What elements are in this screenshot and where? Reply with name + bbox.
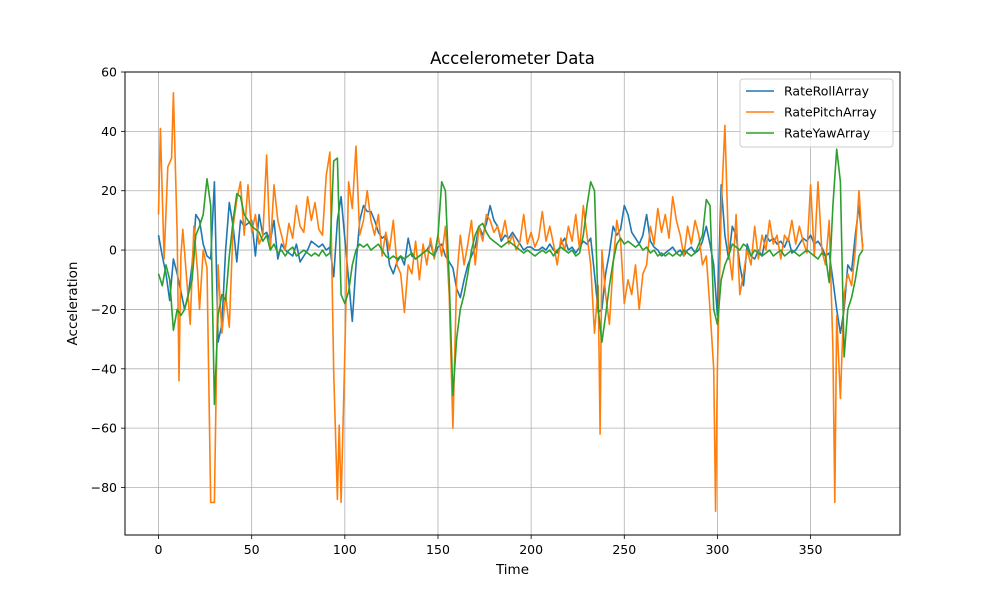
series-lines bbox=[157, 92, 864, 513]
x-tick-label: 0 bbox=[155, 542, 163, 557]
y-tick-label: −60 bbox=[91, 421, 117, 436]
x-tick-label: 100 bbox=[333, 542, 357, 557]
y-tick-label: −20 bbox=[91, 302, 117, 317]
y-axis-ticks: −80 −60 −40 −20 0 20 40 60 bbox=[91, 65, 125, 495]
x-tick-label: 150 bbox=[426, 542, 450, 557]
legend-box bbox=[739, 78, 894, 148]
y-axis-label: Acceleration bbox=[65, 262, 81, 346]
y-tick-label: 20 bbox=[101, 183, 117, 198]
y-tick-label: 0 bbox=[109, 243, 117, 258]
series-line-2 bbox=[157, 92, 864, 513]
plot-frame bbox=[124, 71, 901, 536]
x-axis-ticks: 0 50 100 150 200 250 300 350 bbox=[155, 535, 823, 557]
chart-title: Accelerometer Data bbox=[430, 49, 595, 68]
y-tick-label: −80 bbox=[91, 480, 117, 495]
y-tick-label: 40 bbox=[101, 124, 117, 139]
legend-label-2: RatePitchArray bbox=[784, 105, 877, 120]
y-tick-label: −40 bbox=[91, 361, 117, 376]
y-tick-label: 60 bbox=[101, 65, 117, 80]
x-tick-label: 200 bbox=[519, 542, 543, 557]
x-tick-label: 300 bbox=[705, 542, 729, 557]
legend-label-3: RateYawArray bbox=[784, 126, 871, 141]
x-tick-label: 350 bbox=[799, 542, 823, 557]
x-tick-label: 250 bbox=[612, 542, 636, 557]
x-axis-label: Time bbox=[495, 562, 529, 578]
legend: RateRollArray RatePitchArray RateYawArray bbox=[739, 78, 894, 148]
x-tick-label: 50 bbox=[244, 542, 260, 557]
series-line-3 bbox=[157, 148, 864, 406]
legend-label-1: RateRollArray bbox=[784, 84, 870, 99]
